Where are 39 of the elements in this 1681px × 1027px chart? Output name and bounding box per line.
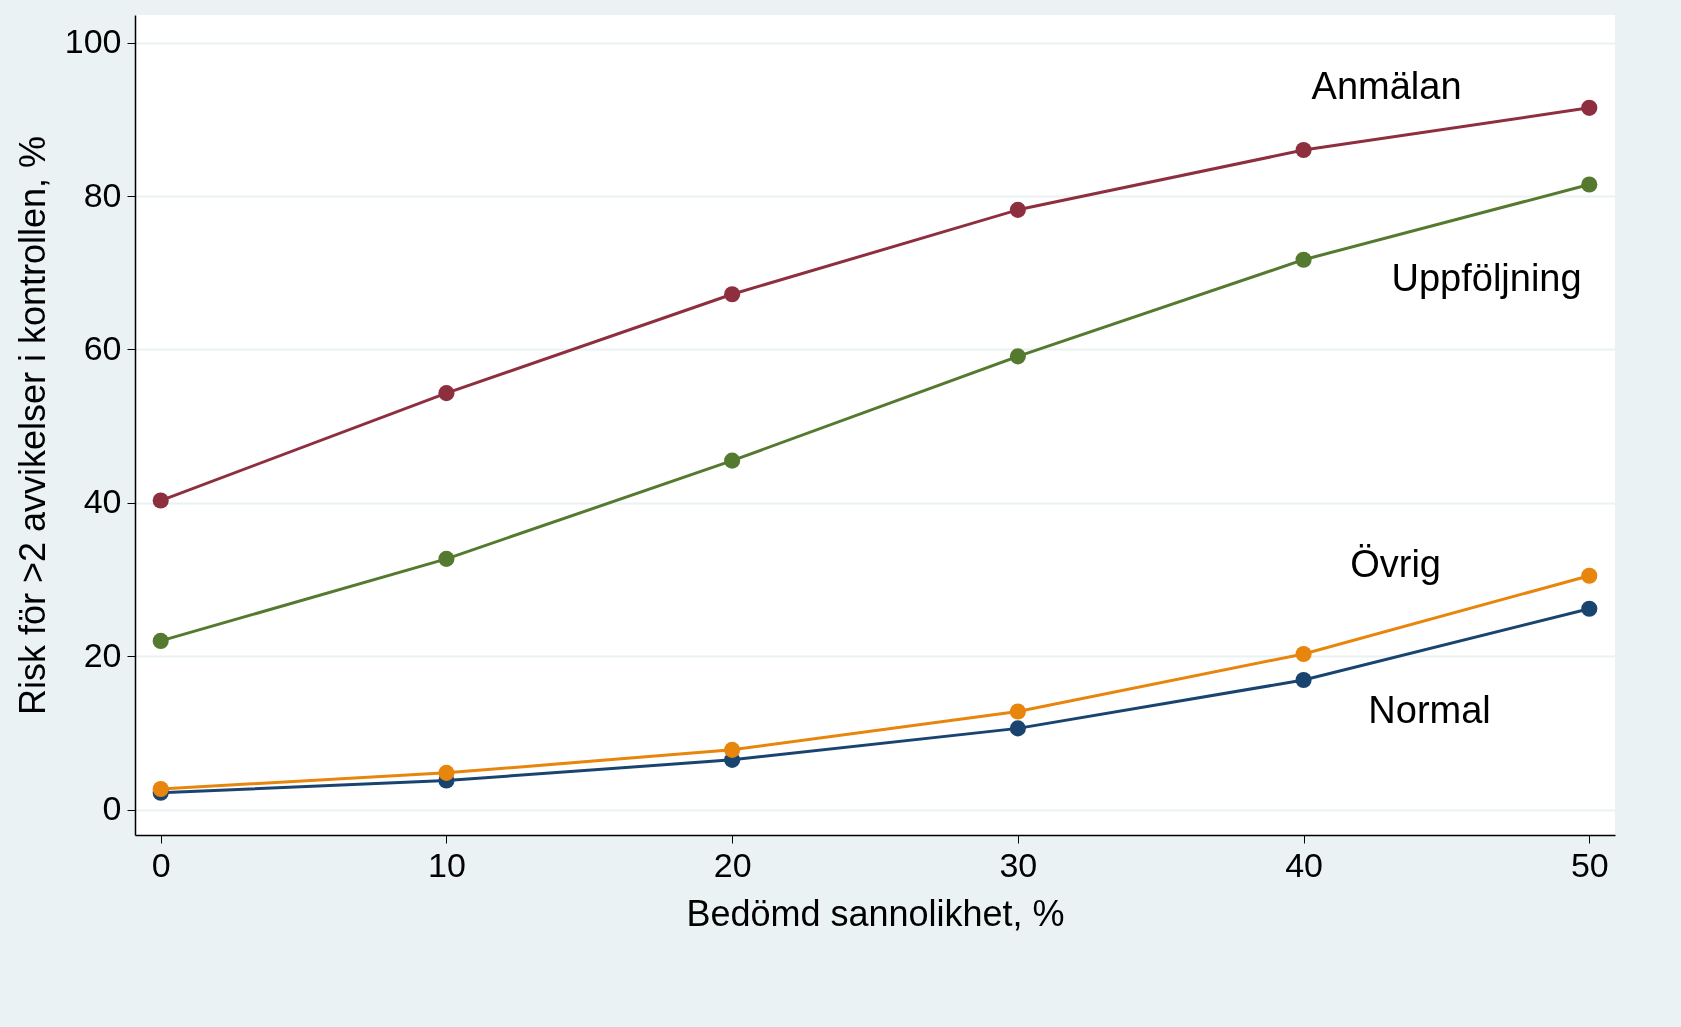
point <box>438 385 455 402</box>
point <box>1295 141 1312 159</box>
point <box>152 780 169 798</box>
point <box>724 741 741 758</box>
y-tick-label: 80 <box>83 175 122 214</box>
point <box>1295 251 1312 268</box>
x-tick-label: 20 <box>713 845 752 884</box>
series-label: Uppföljning <box>1391 256 1582 299</box>
point <box>1009 201 1026 218</box>
x-axis-title: Bedömd sannolikhet, % <box>686 892 1065 934</box>
point <box>1009 720 1026 737</box>
y-tick-label: 40 <box>83 482 122 521</box>
point <box>724 286 741 303</box>
point <box>152 492 169 509</box>
point <box>1581 176 1598 193</box>
y-tick-label: 100 <box>64 22 122 61</box>
x-tick-label: 0 <box>151 845 171 884</box>
series-label: Normal <box>1368 689 1491 732</box>
y-tick-label: 0 <box>102 789 122 828</box>
y-tick-label: 60 <box>83 328 122 367</box>
point <box>1581 567 1598 584</box>
y-tick-label: 20 <box>83 635 122 674</box>
y-axis-title: Risk för >2 avvikelser i kontrollen, % <box>11 135 53 716</box>
x-tick-label: 30 <box>999 845 1038 884</box>
point <box>1295 672 1312 689</box>
x-tick-label: 50 <box>1570 845 1609 884</box>
series-label: Anmälan <box>1311 65 1462 107</box>
x-tick-label: 40 <box>1285 845 1323 884</box>
x-tick-label: 10 <box>428 845 466 884</box>
point <box>1009 703 1026 720</box>
point <box>438 550 455 567</box>
point <box>724 452 741 469</box>
point <box>438 764 455 781</box>
point <box>1009 348 1026 365</box>
point <box>1295 645 1312 663</box>
point <box>1581 600 1598 617</box>
series-label: Övrig <box>1350 542 1441 585</box>
point <box>152 632 169 649</box>
point <box>1581 99 1598 116</box>
